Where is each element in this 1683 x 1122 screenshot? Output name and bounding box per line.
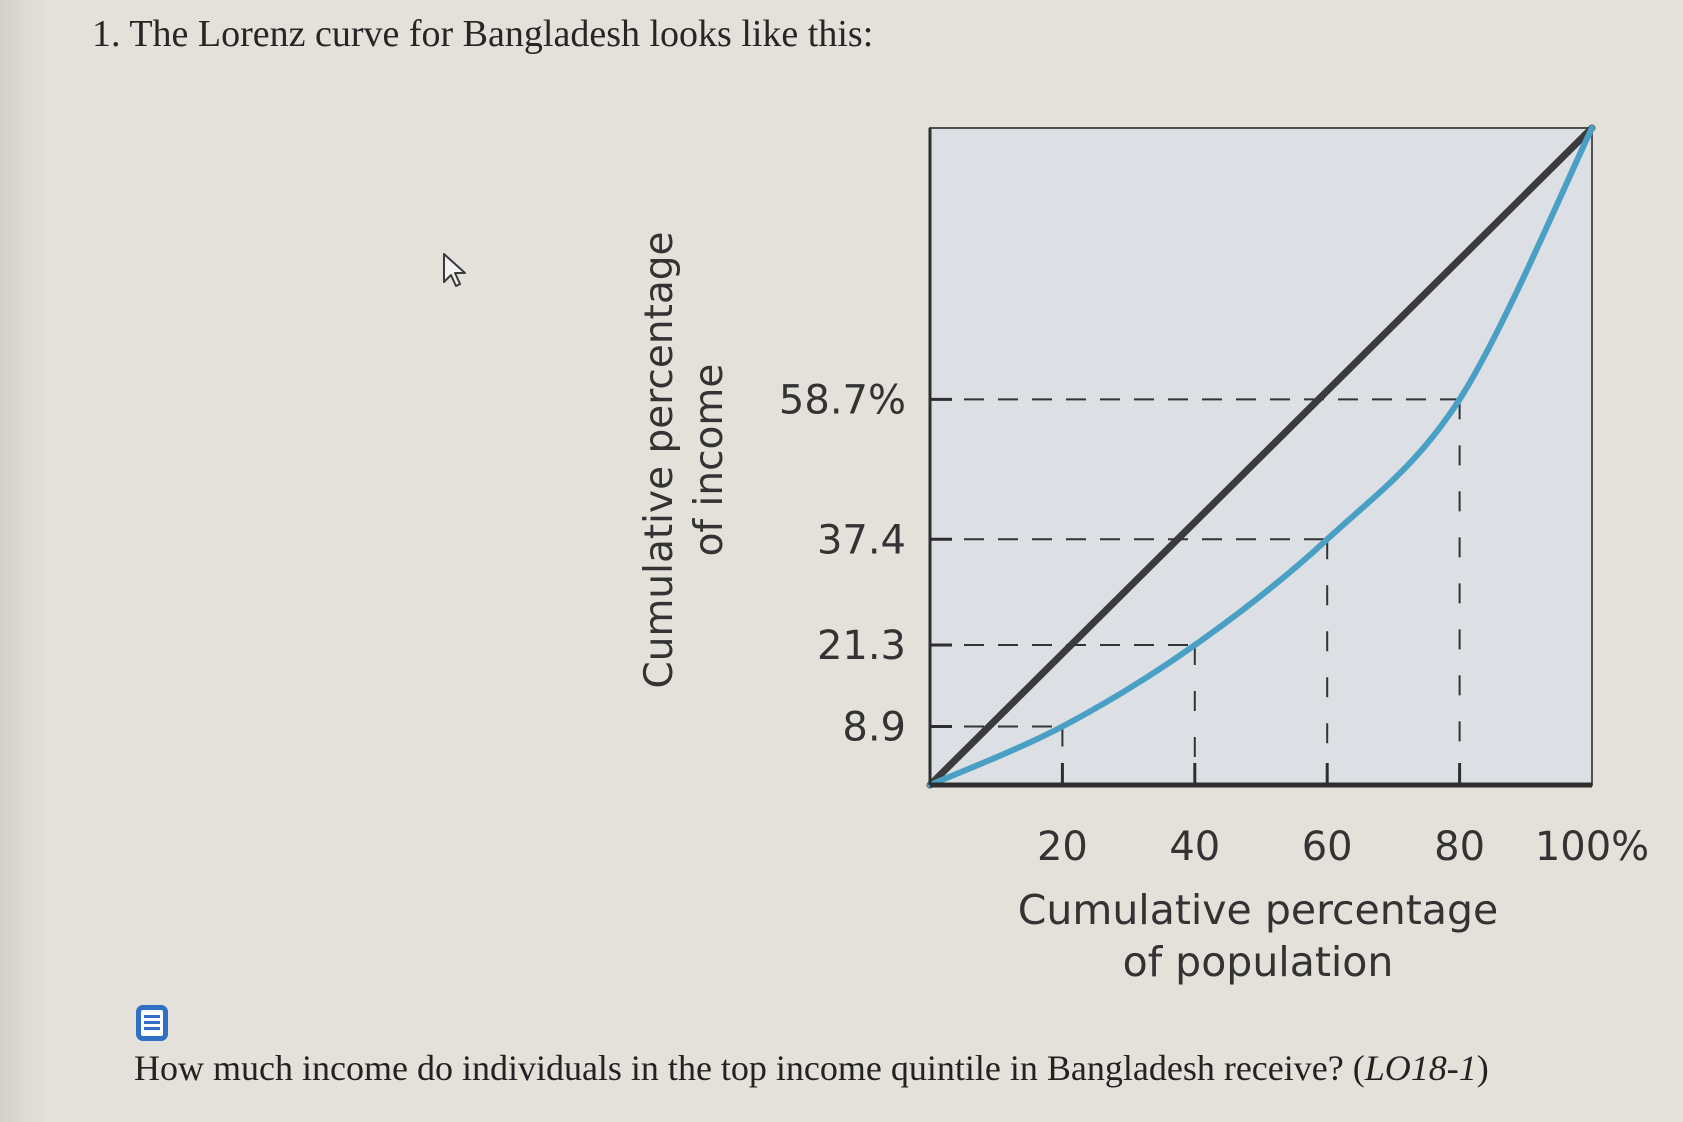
y-tick-label: 21.3 bbox=[817, 623, 906, 669]
question-text-main: How much income do individuals in the to… bbox=[134, 1048, 1365, 1088]
note-list-icon[interactable] bbox=[134, 1003, 170, 1043]
question-text: How much income do individuals in the to… bbox=[134, 1047, 1489, 1089]
x-tick-label: 20 bbox=[1037, 824, 1088, 870]
equality-line bbox=[926, 124, 1596, 789]
x-tick-label: 100% bbox=[1535, 824, 1649, 870]
x-axis-label-line-1: Cumulative percentage bbox=[1017, 886, 1499, 934]
y-tick-label: 58.7% bbox=[779, 377, 906, 423]
learning-objective-code: LO18-1 bbox=[1364, 1048, 1477, 1088]
y-axis-label-line-2: of income bbox=[687, 363, 732, 557]
x-tick-label: 40 bbox=[1169, 824, 1220, 870]
y-tick-label: 8.9 bbox=[842, 705, 906, 751]
page-left-edge bbox=[0, 0, 46, 1122]
lorenz-curve bbox=[927, 125, 1595, 788]
mouse-pointer-icon bbox=[443, 253, 466, 287]
x-axis-label-line-2: of population bbox=[1122, 938, 1394, 986]
x-tick-label: 80 bbox=[1434, 824, 1485, 870]
y-tick-label: 37.4 bbox=[817, 517, 906, 563]
question-text-close: ) bbox=[1476, 1048, 1489, 1088]
question-title: 1. The Lorenz curve for Bangladesh looks… bbox=[92, 13, 874, 55]
x-axis-label: Cumulative percentage of population bbox=[1018, 884, 1498, 988]
y-axis-label-line-1: Cumulative percentage bbox=[637, 231, 682, 689]
y-axis-label: Cumulative percentage of income bbox=[635, 231, 735, 688]
x-tick-label: 60 bbox=[1302, 824, 1353, 870]
